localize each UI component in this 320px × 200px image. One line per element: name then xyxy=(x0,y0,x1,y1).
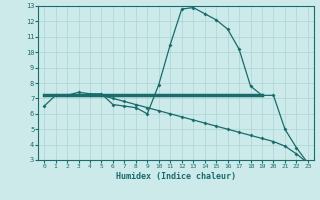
X-axis label: Humidex (Indice chaleur): Humidex (Indice chaleur) xyxy=(116,172,236,181)
